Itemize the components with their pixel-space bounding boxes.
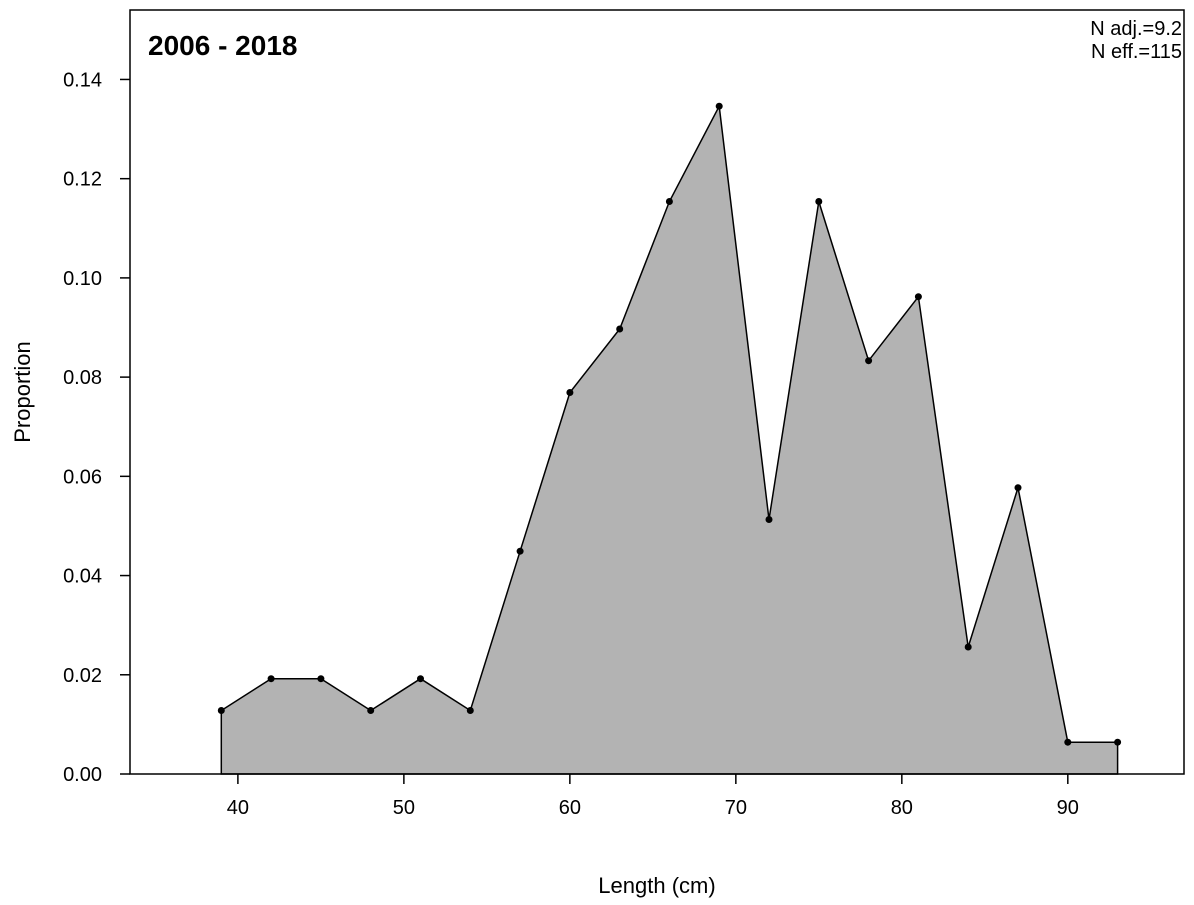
data-point <box>317 675 325 683</box>
x-tick-label: 40 <box>227 797 249 819</box>
data-point <box>267 675 275 683</box>
data-point <box>665 198 673 205</box>
x-axis-title: Length (cm) <box>598 873 715 898</box>
data-point <box>914 293 922 301</box>
data-point <box>964 643 972 651</box>
n-adj-annotation: N adj.=9.2 <box>1090 18 1182 40</box>
data-point <box>715 102 723 110</box>
x-tick-label: 60 <box>559 797 581 819</box>
data-point <box>815 198 823 205</box>
y-tick-label: 0.04 <box>63 566 102 588</box>
n-eff-annotation: N eff.=115 <box>1091 41 1182 63</box>
data-point <box>217 707 225 714</box>
area-layer <box>217 102 1122 775</box>
data-point <box>367 707 375 714</box>
y-tick-label: 0.14 <box>63 69 102 91</box>
data-point <box>765 516 773 523</box>
x-tick-label: 70 <box>725 797 747 819</box>
plot-frame <box>129 9 1185 775</box>
y-tick-label: 0.12 <box>63 169 102 191</box>
x-tick-label: 50 <box>393 797 415 819</box>
y-tick-label: 0.06 <box>63 466 102 488</box>
data-point <box>1014 484 1022 492</box>
y-tick-label: 0.00 <box>63 764 102 786</box>
data-point <box>1064 738 1072 746</box>
distribution-area <box>220 103 1119 775</box>
data-point <box>865 357 873 365</box>
data-point <box>1114 738 1122 746</box>
y-tick-label: 0.08 <box>63 367 102 389</box>
y-tick-label: 0.10 <box>63 268 102 290</box>
axes: 40 50 60 70 80 90 0.00 0.02 0.04 0.06 0.08 0.10 0.12… <box>63 69 1079 819</box>
x-tick-label: 90 <box>1057 797 1079 819</box>
data-point <box>466 707 474 714</box>
data-point <box>566 389 574 396</box>
data-point <box>516 547 524 555</box>
data-point <box>616 325 624 333</box>
x-tick-label: 80 <box>891 797 913 819</box>
panel-title: 2006 - 2018 <box>148 30 297 61</box>
y-tick-label: 0.02 <box>63 665 102 687</box>
y-axis-title: Proportion <box>10 341 35 443</box>
data-point <box>417 675 424 683</box>
